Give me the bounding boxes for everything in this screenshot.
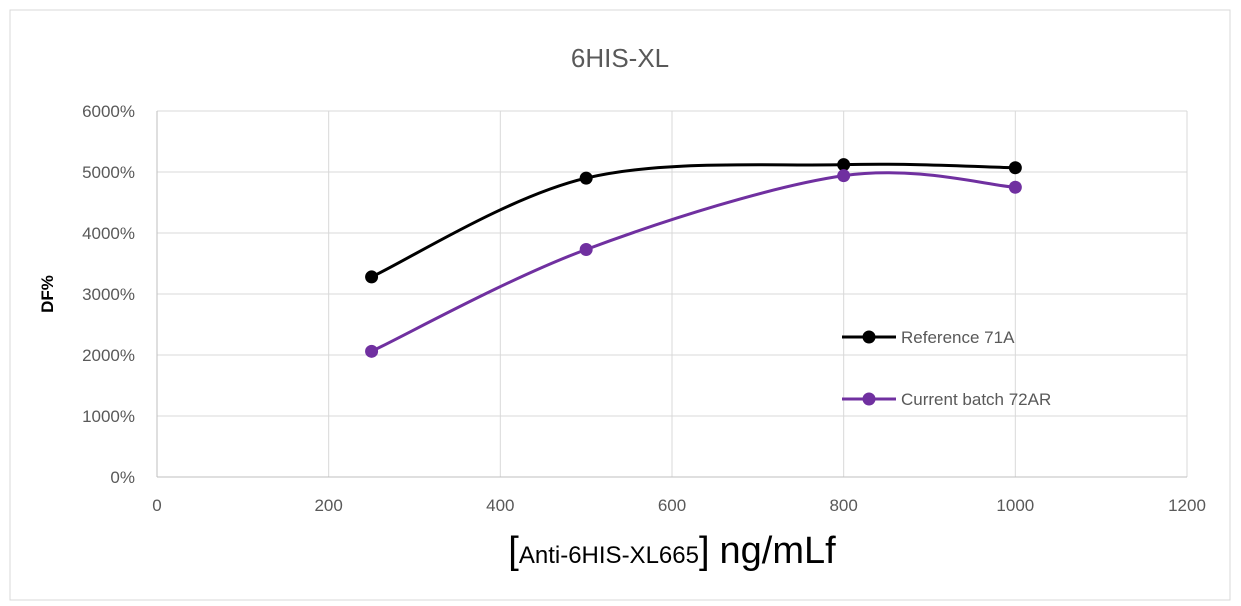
x-axis-label-compound: Anti-6HIS-XL665 <box>519 542 699 569</box>
x-axis-label-unit: ng/mLf <box>720 530 837 572</box>
data-point <box>837 169 851 183</box>
y-tick-label: 6000% <box>82 102 135 121</box>
series-1 <box>365 158 1022 284</box>
x-tick-label: 200 <box>314 496 342 515</box>
data-point <box>579 171 593 185</box>
chart-area-border <box>9 9 1231 601</box>
x-tick-label: 0 <box>152 496 161 515</box>
x-tick-label: 600 <box>658 496 686 515</box>
series-line <box>370 162 1016 279</box>
legend: Reference 71A Current batch 72AR <box>842 328 1051 409</box>
x-tick-label: 1000 <box>996 496 1034 515</box>
y-tick-label: 4000% <box>82 224 135 243</box>
axes <box>156 111 1187 478</box>
x-axis-label-bracket-close: ] <box>699 530 710 572</box>
y-tick-label: 2000% <box>82 346 135 365</box>
series-2 <box>365 169 1022 358</box>
x-tick-label: 1200 <box>1168 496 1206 515</box>
legend-marker <box>862 330 876 344</box>
legend-label: Current batch 72AR <box>901 390 1051 409</box>
data-point <box>1008 180 1022 194</box>
data-point <box>365 270 379 284</box>
series-line <box>370 171 1016 353</box>
data-point <box>365 344 379 358</box>
x-axis-label-bracket-open: [ <box>508 530 519 572</box>
y-tick-label: 1000% <box>82 407 135 426</box>
y-tick-labels: 0% 1000% 2000% 3000% 4000% 5000% 6000% <box>82 102 135 487</box>
x-tick-label: 800 <box>829 496 857 515</box>
legend-label: Reference 71A <box>901 328 1015 347</box>
y-tick-label: 3000% <box>82 285 135 304</box>
x-tick-label: 400 <box>486 496 514 515</box>
x-tick-labels: 0 200 400 600 800 1000 1200 <box>152 496 1206 515</box>
y-tick-label: 0% <box>110 468 135 487</box>
series <box>365 158 1022 358</box>
data-point <box>579 242 593 256</box>
legend-item: Reference 71A <box>842 328 1015 347</box>
x-axis-label: [Anti-6HIS-XL665] ng/mLf <box>508 530 836 572</box>
legend-marker <box>862 392 876 406</box>
data-point <box>837 158 851 172</box>
chart-title: 6HIS-XL <box>571 43 669 73</box>
data-point <box>1008 161 1022 175</box>
legend-item: Current batch 72AR <box>842 390 1051 409</box>
y-axis-label: DF% <box>38 275 57 313</box>
y-tick-label: 5000% <box>82 163 135 182</box>
